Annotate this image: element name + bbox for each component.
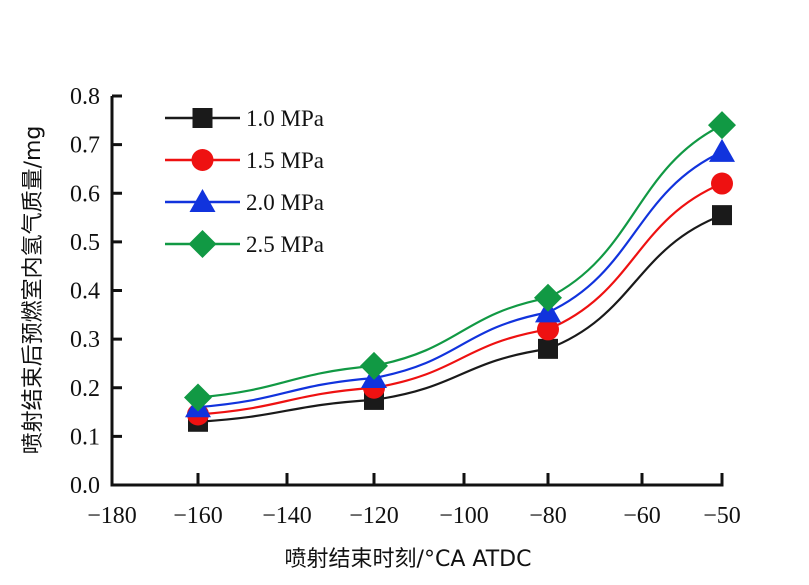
y-tick-label: 0.2 [70,376,100,402]
legend-item: 1.0 MPa [165,106,324,131]
legend-label: 1.5 MPa [246,148,324,173]
y-tick-label: 0.7 [70,133,100,159]
legend-item: 2.5 MPa [165,230,324,258]
series-layer [184,111,736,432]
legend-label: 1.0 MPa [246,106,324,131]
legend-marker-triangle [189,189,216,212]
y-tick-label: 0.4 [70,279,100,305]
legend-item: 1.5 MPa [165,148,324,173]
x-tick-label: −50 [703,503,741,529]
x-tick-label: −120 [349,503,399,529]
series-line [197,214,723,423]
legend-marker-diamond [188,230,217,258]
y-tick-label: 0.8 [70,84,100,110]
axes: 0.0 0.1 0.2 0.3 0.4 0.5 0.6 0.7 0.8 −180 −160 −140 −… [70,84,741,529]
y-tick-label: 0.1 [70,424,100,450]
y-tick-label: 0.5 [70,230,100,256]
series-line [197,150,723,409]
data-point-circle [537,318,559,341]
x-tick-label: −80 [529,503,567,529]
y-tick-label: 0.6 [70,181,100,207]
data-point-diamond [534,283,562,312]
y-axis-title: 喷射结束后预燃室内氢气质量/mg [21,126,46,455]
series-line [197,182,723,416]
legend: 1.0 MPa 1.5 MPa 2.0 MPa 2.5 MPa [165,106,324,258]
legend-label: 2.5 MPa [246,232,324,257]
legend-label: 2.0 MPa [246,190,324,215]
data-point-triangle [709,138,735,162]
data-point-diamond [184,383,212,412]
x-tick-label: −140 [262,503,312,529]
x-tick-label: −180 [87,503,137,529]
series-line [197,124,723,399]
legend-item: 2.0 MPa [165,189,324,215]
series-2_5-MPa [184,111,736,412]
x-axis-title: 喷射结束时刻/°CA ATDC [285,547,532,572]
legend-marker-square [192,108,213,128]
data-point-diamond [360,351,388,380]
y-tick-label: 0.3 [70,327,100,353]
y-tick-label: 0.0 [70,473,100,499]
x-tick-label: −60 [623,503,661,529]
x-tick-label: −100 [439,503,489,529]
data-point-square [712,205,732,226]
x-tick-label: −160 [173,503,223,529]
legend-marker-circle [191,149,214,171]
data-point-square [538,338,558,359]
data-point-circle [711,172,733,195]
data-point-diamond [708,111,736,140]
